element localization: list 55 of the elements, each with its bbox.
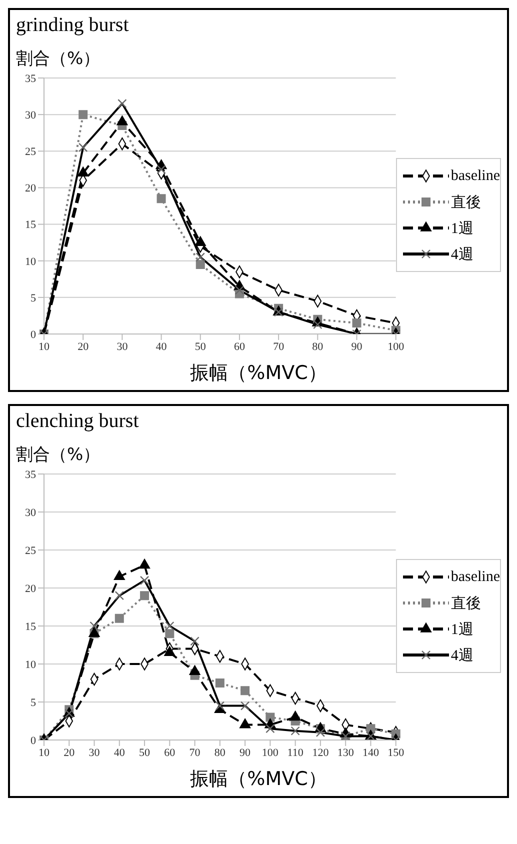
- x-tick-label: 70: [273, 340, 285, 353]
- y-tick-label: 15: [25, 219, 36, 232]
- y-tick-label: 5: [30, 292, 36, 304]
- y-tick-label: 15: [25, 620, 36, 633]
- x-tick-label: 130: [337, 746, 354, 759]
- x-tick-label: 30: [88, 746, 100, 759]
- x-tick-label: 60: [234, 340, 246, 353]
- x-tick-label: 120: [312, 746, 330, 759]
- y-tick-label: 25: [25, 146, 36, 158]
- x-tick-label: 100: [388, 340, 405, 353]
- y-tick-label: 20: [25, 582, 36, 595]
- y-tick-label: 10: [25, 658, 36, 671]
- x-tick-label: 10: [38, 746, 50, 759]
- x-tick-label: 20: [64, 746, 76, 759]
- legend-label: 1週: [450, 220, 474, 238]
- y-axis-title: 割合（%）: [15, 444, 102, 466]
- legend-label: 直後: [450, 594, 481, 612]
- x-tick-label: 60: [164, 746, 176, 759]
- chart-title: clenching burst: [15, 409, 140, 434]
- legend-label: 1週: [450, 620, 474, 638]
- legend-label: 4週: [450, 646, 474, 664]
- x-tick-label: 80: [312, 340, 324, 353]
- x-tick-label: 90: [240, 746, 252, 759]
- x-tick-label: 100: [262, 746, 279, 759]
- x-tick-label: 150: [388, 746, 405, 759]
- x-tick-label: 30: [116, 340, 128, 353]
- x-tick-label: 140: [362, 746, 380, 759]
- y-tick-label: 35: [25, 468, 36, 481]
- y-tick-label: 5: [30, 696, 36, 709]
- y-tick-label: 20: [25, 182, 36, 195]
- x-tick-label: 40: [114, 746, 126, 759]
- y-axis-title: 割合（%）: [15, 48, 102, 70]
- y-tick-label: 30: [25, 506, 36, 519]
- y-tick-label: 35: [25, 72, 36, 85]
- x-tick-label: 10: [38, 340, 50, 353]
- x-tick-label: 40: [156, 340, 168, 353]
- y-tick-label: 0: [30, 734, 36, 747]
- x-tick-label: 50: [194, 340, 206, 353]
- y-tick-label: 25: [25, 544, 36, 557]
- legend-label: baseline: [450, 568, 500, 586]
- x-tick-label: 90: [351, 340, 363, 353]
- chart-title: grinding burst: [15, 13, 130, 38]
- x-tick-label: 20: [78, 340, 90, 353]
- legend-label: 4週: [450, 246, 474, 264]
- x-tick-label: 50: [139, 746, 151, 759]
- x-tick-label: 110: [287, 746, 304, 759]
- legend-label: baseline: [450, 168, 500, 184]
- y-tick-label: 30: [25, 109, 36, 122]
- y-tick-label: 10: [25, 256, 36, 268]
- x-axis-title: 振幅（%MVC）: [189, 767, 328, 792]
- x-axis-title: 振幅（%MVC）: [189, 361, 328, 386]
- x-tick-label: 70: [189, 746, 201, 759]
- x-tick-label: 80: [214, 746, 226, 759]
- y-tick-label: 0: [30, 328, 36, 341]
- legend-label: 直後: [450, 194, 481, 212]
